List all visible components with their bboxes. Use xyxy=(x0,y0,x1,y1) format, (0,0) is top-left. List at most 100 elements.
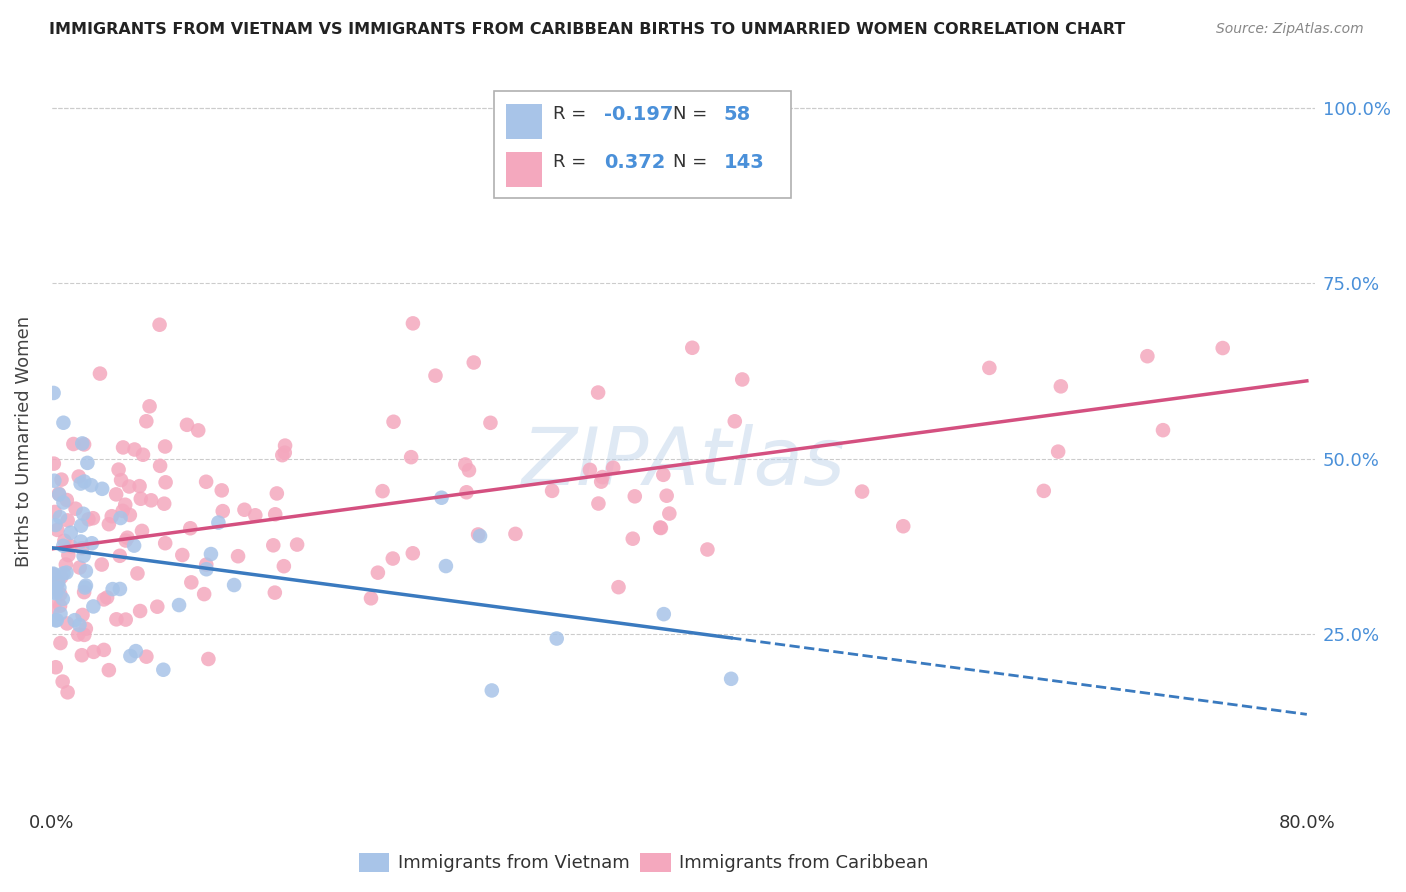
Point xyxy=(1212,341,1234,355)
Point xyxy=(65,501,87,516)
Point xyxy=(195,558,218,572)
Point xyxy=(233,502,256,516)
Text: 0.372: 0.372 xyxy=(603,153,665,171)
Point xyxy=(67,627,90,641)
Point xyxy=(70,534,93,549)
Point xyxy=(101,582,124,596)
Point xyxy=(45,586,67,600)
Point xyxy=(128,479,150,493)
Point xyxy=(650,520,672,534)
Point xyxy=(44,505,66,519)
Point xyxy=(650,521,672,535)
Point xyxy=(93,592,115,607)
Point xyxy=(371,484,394,499)
Point xyxy=(75,564,97,578)
Point xyxy=(83,645,105,659)
Point xyxy=(52,566,75,581)
Point xyxy=(197,652,219,666)
Point xyxy=(468,529,491,543)
Point xyxy=(381,551,404,566)
Point xyxy=(155,475,177,490)
Point xyxy=(100,509,122,524)
Point xyxy=(70,541,93,556)
Point xyxy=(621,532,644,546)
Point xyxy=(114,613,136,627)
Point xyxy=(97,517,120,532)
Point xyxy=(75,622,97,636)
Point xyxy=(434,559,457,574)
Point xyxy=(96,591,118,605)
Point xyxy=(245,508,267,523)
Point xyxy=(382,415,405,429)
Point xyxy=(546,632,568,646)
Point xyxy=(45,660,67,674)
Point xyxy=(69,618,91,632)
Point xyxy=(120,648,142,663)
Point xyxy=(851,484,873,499)
Point xyxy=(42,568,65,582)
Point xyxy=(73,585,96,599)
Point xyxy=(454,458,477,472)
Point xyxy=(59,539,82,553)
Point xyxy=(108,549,131,563)
Point xyxy=(110,511,132,525)
Point xyxy=(187,423,209,437)
Point xyxy=(112,441,135,455)
Point xyxy=(114,498,136,512)
Point xyxy=(724,414,747,428)
Point xyxy=(44,474,66,488)
Point xyxy=(51,570,73,584)
Point xyxy=(49,636,72,650)
Point xyxy=(467,527,489,541)
Point xyxy=(125,644,148,658)
Point xyxy=(51,473,73,487)
Point xyxy=(72,436,94,450)
Point xyxy=(180,575,202,590)
Point xyxy=(82,511,104,525)
Point xyxy=(153,536,176,550)
Point xyxy=(56,513,79,527)
Point xyxy=(73,437,96,451)
Point xyxy=(1050,379,1073,393)
Y-axis label: Births to Unmarried Women: Births to Unmarried Women xyxy=(15,316,32,566)
Point xyxy=(138,400,160,414)
Point xyxy=(652,607,675,621)
Text: ZIPAtlas: ZIPAtlas xyxy=(522,425,845,502)
Point xyxy=(72,607,94,622)
Point xyxy=(402,546,425,560)
Point xyxy=(44,599,66,614)
Point xyxy=(55,566,77,580)
Text: R =: R = xyxy=(553,153,592,170)
Point xyxy=(42,567,65,582)
Point xyxy=(48,487,70,501)
Point xyxy=(105,487,128,501)
Point xyxy=(110,473,132,487)
Point xyxy=(479,416,502,430)
Point xyxy=(111,504,134,518)
Text: 58: 58 xyxy=(724,104,751,124)
Point xyxy=(402,317,425,331)
Point xyxy=(73,628,96,642)
Point xyxy=(1136,349,1159,363)
Point xyxy=(48,581,70,595)
Point xyxy=(73,581,96,595)
Point xyxy=(152,663,174,677)
Point xyxy=(541,483,564,498)
Point xyxy=(652,467,675,482)
Text: R =: R = xyxy=(553,104,592,123)
Text: 143: 143 xyxy=(724,153,765,171)
Point xyxy=(52,416,75,430)
Point xyxy=(607,580,630,594)
Point xyxy=(360,591,382,606)
Point xyxy=(48,487,70,501)
Point xyxy=(274,439,297,453)
Point xyxy=(52,591,75,606)
Point xyxy=(591,475,613,489)
Point xyxy=(49,599,72,613)
Point xyxy=(49,510,72,524)
Point xyxy=(1047,444,1070,458)
Point xyxy=(148,318,170,332)
Text: Immigrants from Vietnam: Immigrants from Vietnam xyxy=(398,854,630,871)
Point xyxy=(195,475,218,489)
Point xyxy=(89,367,111,381)
